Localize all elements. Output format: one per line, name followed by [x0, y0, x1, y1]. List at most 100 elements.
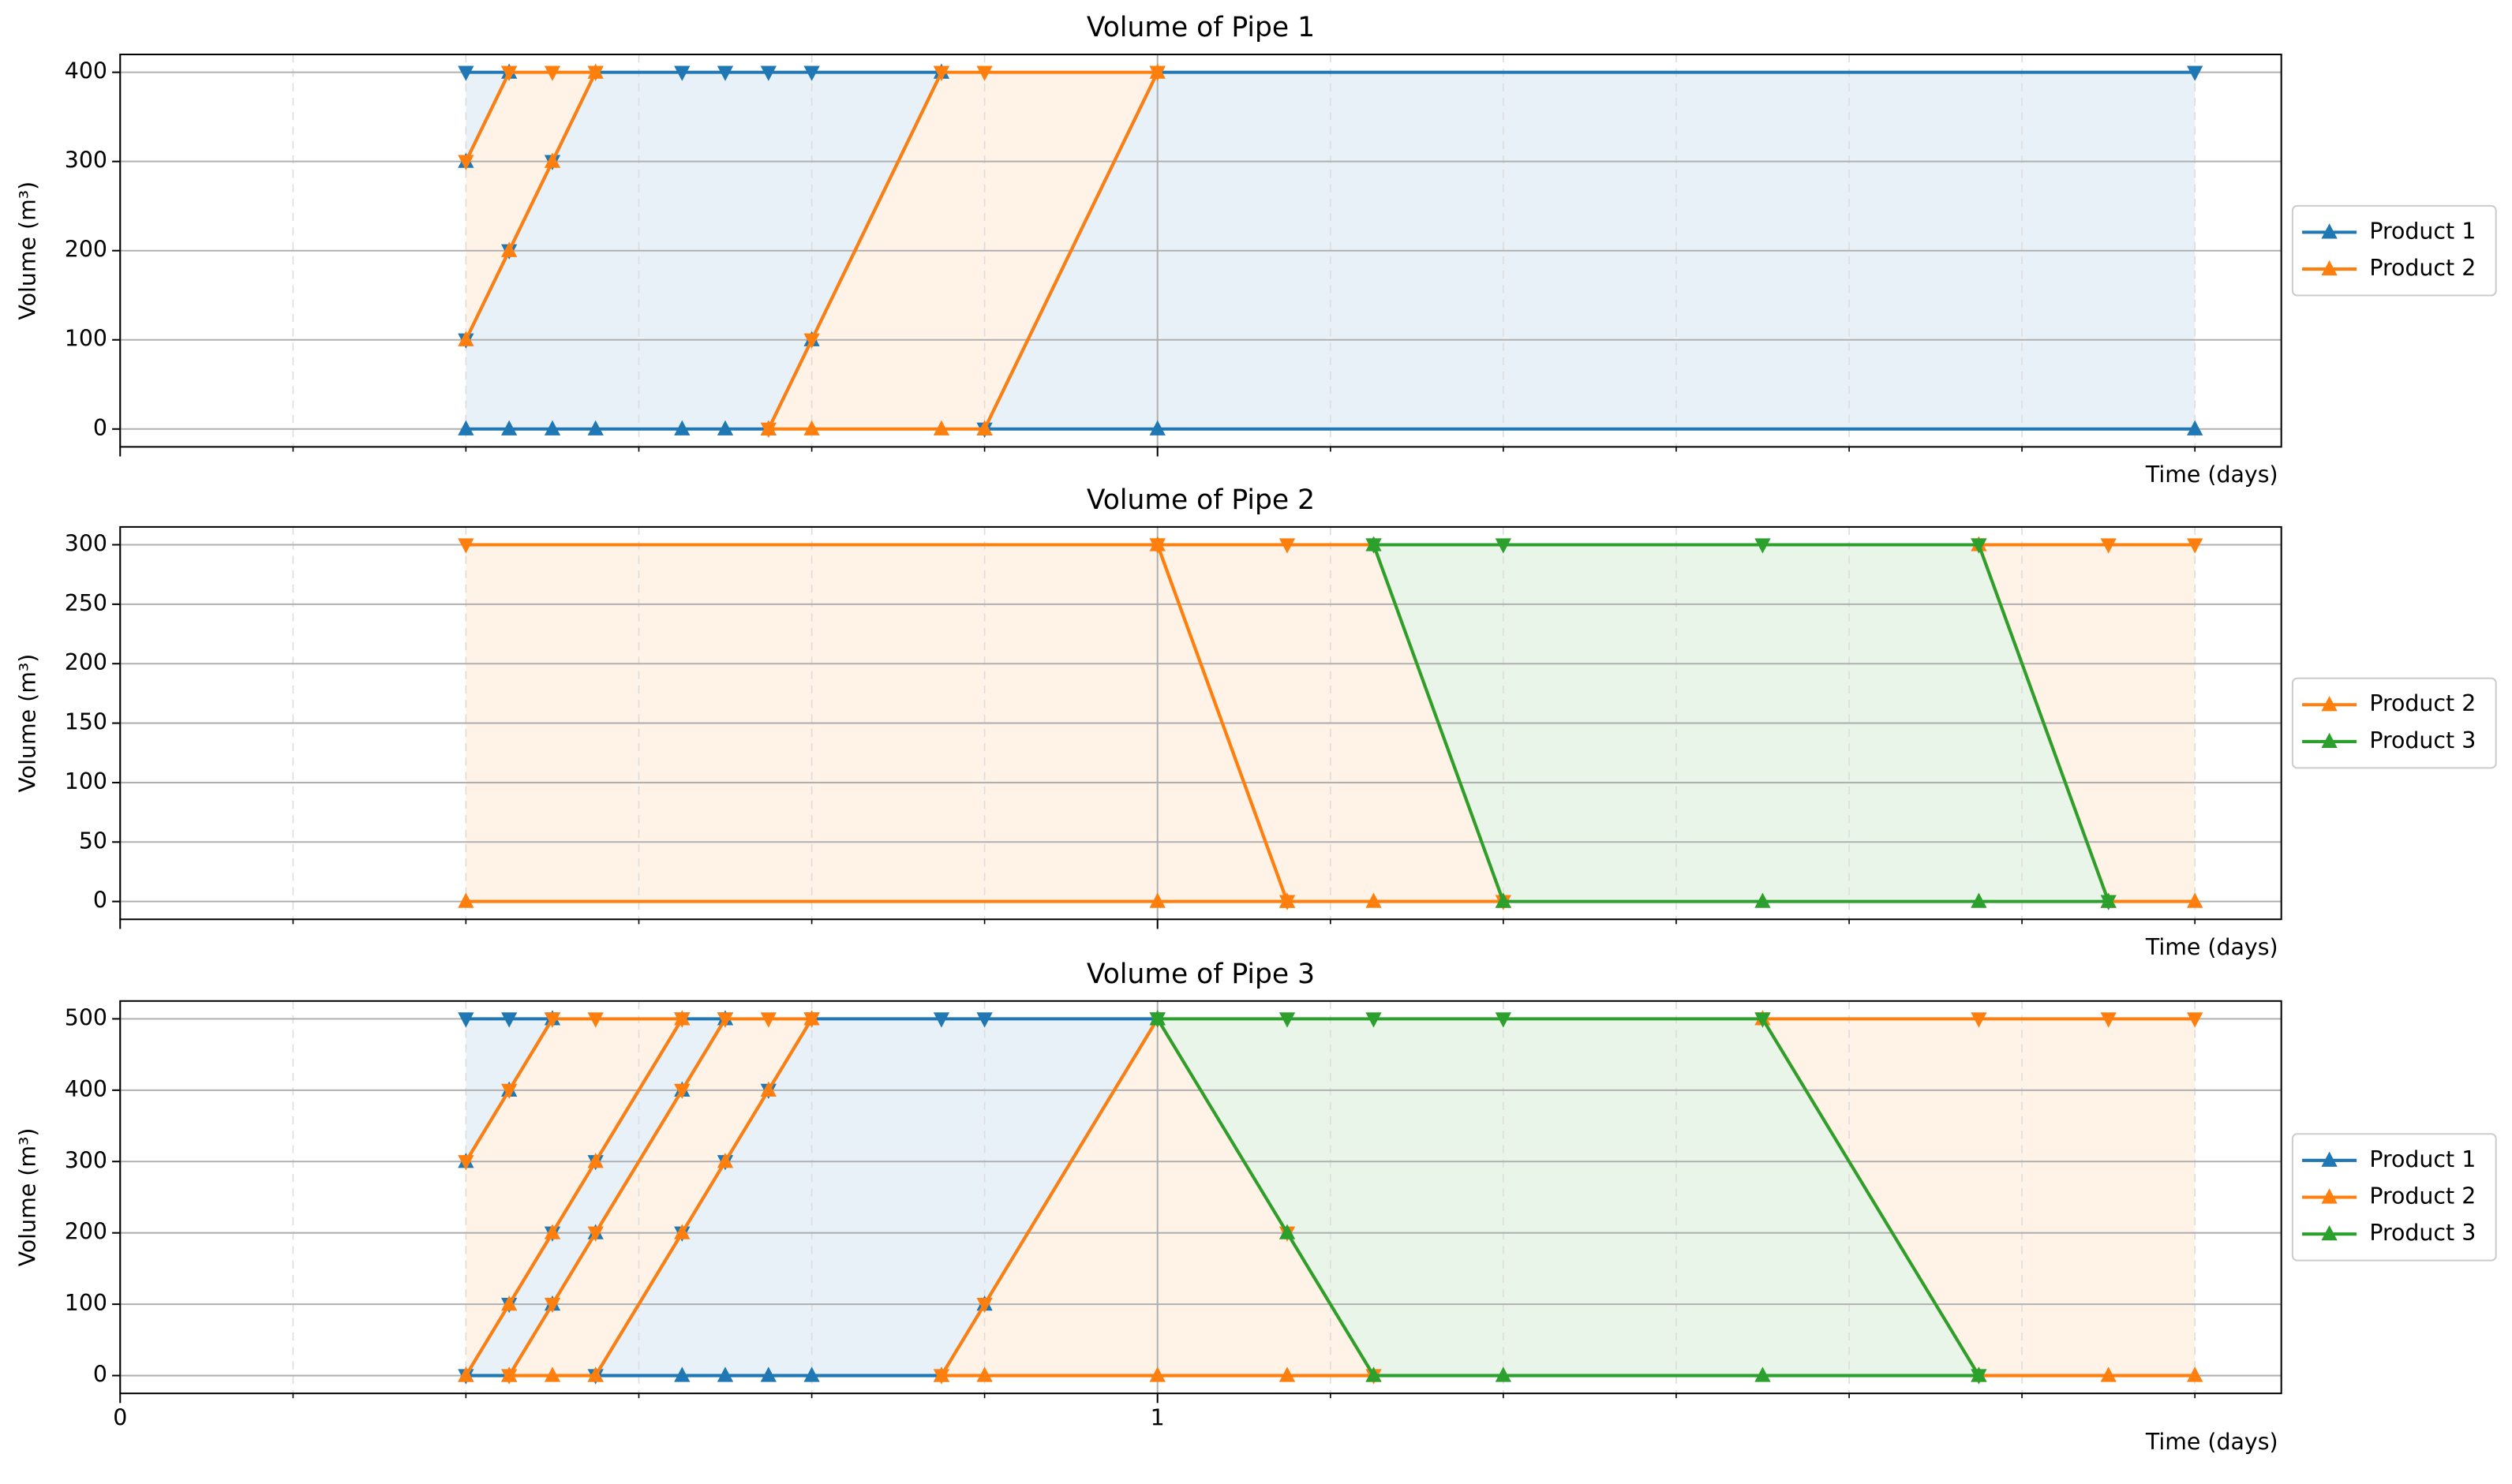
y-tick-label: 0 [93, 888, 107, 914]
series-marker [458, 65, 474, 81]
legend-label: Product 3 [2369, 1220, 2476, 1246]
y-tick-label: 100 [65, 768, 107, 794]
legend-label: Product 3 [2369, 727, 2476, 753]
series-marker [501, 1295, 518, 1311]
y-tick-label: 0 [93, 415, 107, 441]
legend-label: Product 2 [2369, 690, 2476, 716]
series-marker [1754, 538, 1771, 554]
series-marker [1971, 1369, 1987, 1385]
band-fill [466, 1019, 725, 1376]
series-marker [803, 333, 820, 349]
y-tick-label: 300 [65, 530, 107, 556]
series-marker [1971, 892, 1987, 908]
series-marker [501, 420, 518, 435]
series-marker [760, 1012, 777, 1028]
legend-marker [2321, 732, 2338, 749]
series-marker [1754, 1012, 1771, 1028]
legend-box [2291, 204, 2497, 297]
series-marker [501, 65, 518, 81]
series-marker [1149, 1012, 1166, 1028]
series-marker [976, 1298, 993, 1314]
series-marker [760, 422, 777, 438]
chart-title: Volume of Pipe 1 [1087, 12, 1315, 43]
y-tick-label: 150 [65, 709, 107, 735]
series-line [464, 70, 596, 163]
series-marker [501, 241, 518, 257]
series-marker [717, 1366, 734, 1382]
legend-marker [2321, 1151, 2338, 1167]
series-marker [2100, 538, 2117, 554]
series-marker [2100, 1012, 2117, 1028]
x-axis-label: Time (days) [2145, 934, 2278, 960]
y-tick-label: 300 [65, 148, 107, 174]
y-axis-label: Volume (m³) [15, 654, 41, 793]
series-marker [1971, 1012, 1987, 1028]
y-tick-label: 200 [65, 237, 107, 263]
legend-marker [2321, 1188, 2338, 1204]
series-marker [976, 1366, 993, 1382]
series-marker [2187, 65, 2203, 81]
series-marker [2187, 1012, 2203, 1028]
series-marker [1278, 1012, 1296, 1028]
y-tick-label: 400 [65, 58, 107, 84]
series-marker [458, 1012, 474, 1028]
x-axis-label: Time (days) [2145, 462, 2278, 488]
band-fill [509, 1019, 812, 1376]
legend-marker [2321, 260, 2338, 276]
series-marker [501, 1012, 518, 1028]
legend-box [2291, 677, 2497, 769]
series-marker [587, 1153, 604, 1168]
series-marker [1365, 892, 1382, 908]
series-marker [1971, 538, 1987, 554]
band-fill [595, 1019, 1158, 1376]
series-marker [933, 1012, 950, 1028]
series-marker [717, 420, 734, 435]
series-marker [674, 65, 691, 81]
series-marker [544, 420, 561, 435]
series-marker [587, 1012, 604, 1028]
y-tick-label: 100 [65, 1290, 107, 1316]
series-marker [976, 65, 993, 81]
y-tick-label: 250 [65, 590, 107, 616]
series-marker [587, 420, 604, 435]
series-marker [760, 1366, 777, 1382]
series-marker [1365, 1366, 1382, 1382]
series-marker [976, 1012, 993, 1028]
series-marker [1278, 1224, 1296, 1239]
series-marker [1495, 1366, 1511, 1382]
series-marker [458, 331, 474, 346]
series-marker [1149, 65, 1166, 81]
chart-title: Volume of Pipe 3 [1087, 959, 1315, 990]
series-marker [544, 1224, 561, 1239]
series-line [464, 71, 597, 341]
series-marker [501, 1369, 518, 1385]
series-marker [674, 420, 691, 435]
series-marker [501, 1083, 518, 1099]
legend-marker [2321, 1225, 2338, 1241]
series-marker [1365, 538, 1382, 554]
series-marker [1495, 538, 1511, 554]
series-marker [1149, 538, 1166, 554]
legend-box [2291, 1133, 2497, 1262]
axes-frame [119, 1000, 2282, 1395]
y-tick-label: 50 [79, 828, 107, 854]
x-tick-label: 1 [1151, 1405, 1165, 1431]
series-line [1155, 1018, 1979, 1377]
series-marker [587, 65, 604, 81]
series-marker [587, 1366, 604, 1382]
series-marker [976, 420, 993, 435]
axes-frame [119, 525, 2282, 921]
series-marker [1495, 1012, 1511, 1028]
series-marker [458, 538, 474, 554]
series-marker [674, 1012, 691, 1028]
y-tick-label: 500 [65, 1004, 107, 1030]
series-marker [1149, 892, 1166, 908]
y-tick-label: 0 [93, 1362, 107, 1388]
series-marker [544, 1012, 561, 1028]
y-tick-label: 200 [65, 649, 107, 675]
series-marker [458, 892, 474, 908]
band-fill [1157, 1019, 1979, 1376]
series-marker [717, 65, 734, 81]
series-marker [544, 65, 561, 81]
series-marker [760, 65, 777, 81]
